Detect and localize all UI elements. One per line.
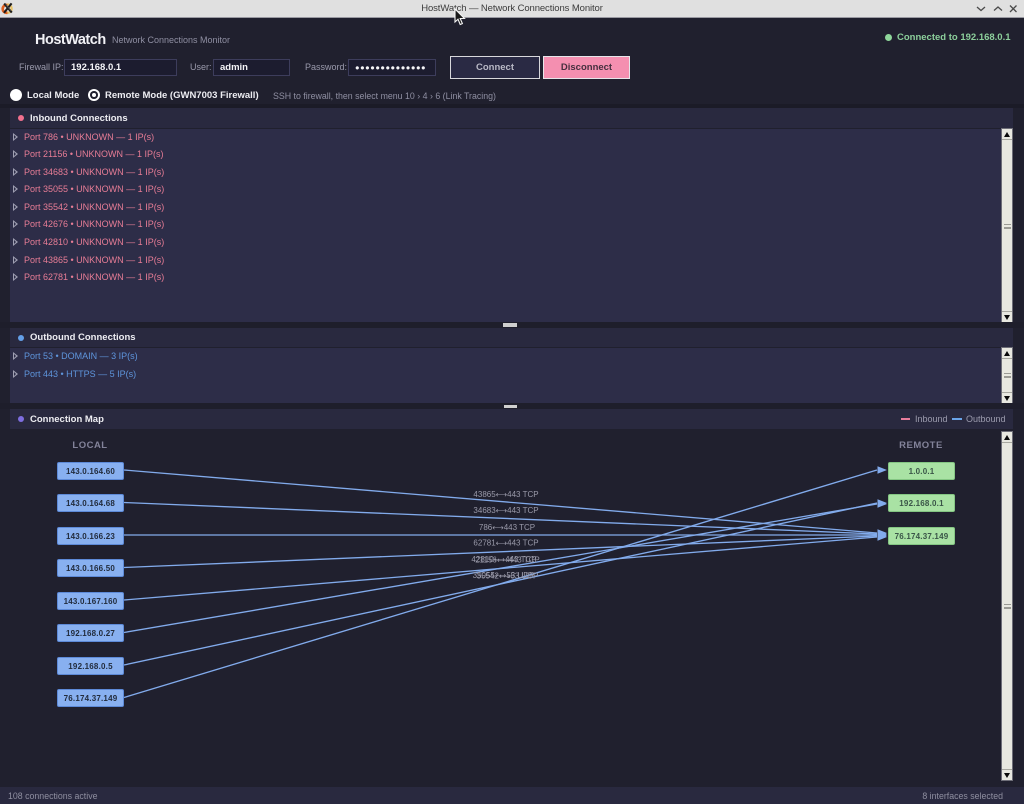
svg-text:35055⟷53 UDP: 35055⟷53 UDP xyxy=(473,571,535,580)
svg-text:35542⟷53 UDP: 35542⟷53 UDP xyxy=(477,572,539,581)
svg-text:62781⟷443 TCP: 62781⟷443 TCP xyxy=(473,539,538,548)
svg-text:21156⟷443 TCP: 21156⟷443 TCP xyxy=(475,556,540,565)
svg-text:786⟷443 TCP: 786⟷443 TCP xyxy=(479,523,535,532)
svg-text:43865⟷443 TCP: 43865⟷443 TCP xyxy=(473,490,538,499)
svg-text:42810⟷443 TCP: 42810⟷443 TCP xyxy=(471,555,536,564)
svg-text:34683⟷443 TCP: 34683⟷443 TCP xyxy=(473,506,538,515)
